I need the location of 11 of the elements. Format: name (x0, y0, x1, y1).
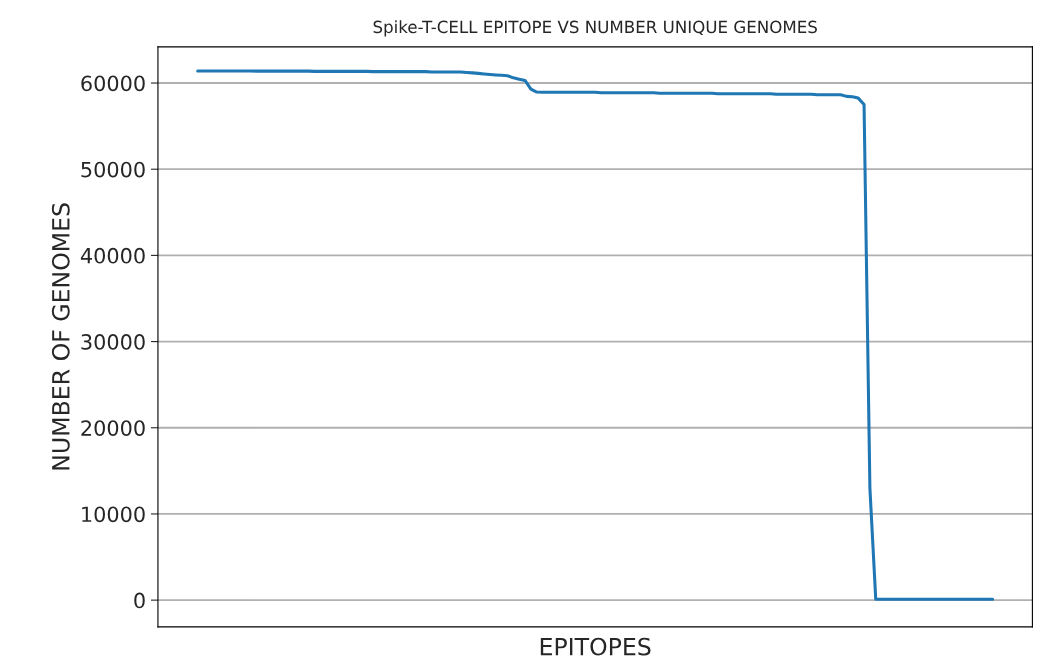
y-axis-title: NUMBER OF GENOMES (51, 203, 70, 470)
y-tick-label: 20000 (81, 420, 145, 436)
x-axis-title: EPITOPES (540, 637, 651, 656)
y-tick-label: 50000 (81, 161, 145, 178)
y-tick-label: 10000 (82, 506, 145, 523)
y-tick-label: 30000 (81, 334, 145, 350)
y-tick-label: 40000 (80, 247, 145, 264)
chart-title: Spike-T-CELL EPITOPE VS NUMBER UNIQUE GENOMES (373, 20, 817, 37)
y-tick-label: 60000 (81, 75, 145, 92)
line-series (196, 69, 995, 601)
y-tick-label: 0 (134, 592, 145, 609)
